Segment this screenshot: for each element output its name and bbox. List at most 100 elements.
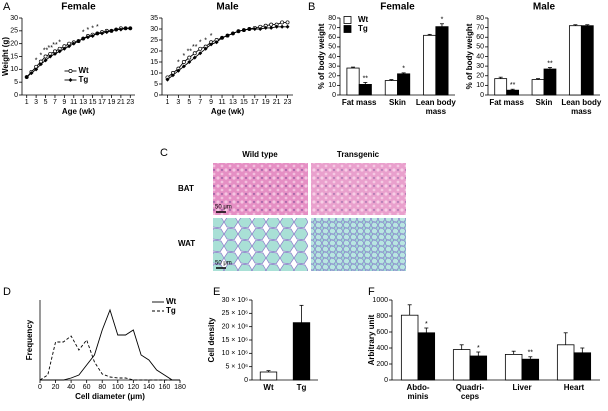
point xyxy=(67,44,72,49)
y-tick-label: 30 xyxy=(476,63,484,70)
point xyxy=(258,27,263,31)
y-tick-label: 0 xyxy=(14,92,18,99)
legend-label: Tg xyxy=(79,75,89,84)
point xyxy=(236,29,241,34)
point xyxy=(198,46,203,51)
y-axis-label: Cell density xyxy=(207,317,216,362)
x-tick-label: Quadri- xyxy=(456,383,485,392)
bar xyxy=(494,78,508,96)
y-tick-label: 0 xyxy=(384,377,388,384)
chart-title: Female xyxy=(61,2,96,13)
point xyxy=(230,31,235,36)
bat-wild-type-image xyxy=(213,163,308,215)
y-tick-label: 30 × 10⁶ xyxy=(222,297,249,304)
x-tick-label: 100 xyxy=(112,384,124,391)
y-tick-label: 80 xyxy=(476,15,484,22)
x-tick-label: 3 xyxy=(34,99,38,106)
panel-label: E xyxy=(213,286,220,298)
point xyxy=(43,54,48,59)
point xyxy=(198,51,203,56)
legend-label: Wt xyxy=(166,297,177,306)
significance: * xyxy=(96,24,99,31)
column-header: Transgenic xyxy=(337,150,380,159)
chart-title: Male xyxy=(533,2,556,13)
x-tick-label: 19 xyxy=(262,99,270,106)
series-line xyxy=(39,335,180,381)
y-tick-label: 400 xyxy=(376,345,388,352)
x-tick-label: 0 xyxy=(38,384,42,391)
significance: ** xyxy=(510,82,516,89)
point xyxy=(100,31,105,36)
significance: * xyxy=(441,17,444,24)
y-tick-label: 35 xyxy=(150,15,158,22)
y-tick-label: 20 xyxy=(328,73,336,80)
point xyxy=(192,55,197,60)
y-tick-label: 20 × 10⁶ xyxy=(222,324,249,331)
x-tick-label: Lean body xyxy=(561,98,602,107)
panel-label: A xyxy=(3,1,11,13)
x-tick-label: 19 xyxy=(108,99,116,106)
x-tick-label: 9 xyxy=(62,99,66,106)
x-tick-label: Tg xyxy=(297,383,307,392)
bar xyxy=(543,68,557,96)
scale-label: 50 μm xyxy=(215,205,232,211)
x-tick-label: 7 xyxy=(53,99,57,106)
point xyxy=(285,24,290,29)
point xyxy=(38,62,43,67)
bar xyxy=(556,344,575,381)
y-tick-label: 5 × 10⁶ xyxy=(225,364,248,371)
chart-title: Female xyxy=(380,2,415,13)
point xyxy=(104,30,109,35)
legend-swatch xyxy=(343,25,352,33)
point xyxy=(203,46,208,51)
x-tick-label: 17 xyxy=(98,99,106,106)
significance: * xyxy=(199,40,202,47)
legend-swatch xyxy=(343,16,352,24)
bar xyxy=(423,34,437,96)
legend-marker xyxy=(68,69,73,73)
y-tick-label: 25 × 10⁶ xyxy=(222,310,249,317)
y-tick-label: 0 xyxy=(244,377,248,384)
legend-label: Wt xyxy=(79,66,90,75)
x-tick-label: 3 xyxy=(176,99,180,106)
bar xyxy=(521,358,540,381)
y-axis-label: % of body weight xyxy=(465,23,474,89)
panel-label: C xyxy=(160,147,168,159)
significance: * xyxy=(39,52,42,59)
panel-label: D xyxy=(3,286,11,298)
row-header: WAT xyxy=(178,239,195,248)
significance: * xyxy=(87,27,90,34)
x-tick-label: ceps xyxy=(461,392,480,401)
significance: * xyxy=(177,59,180,66)
y-axis-label: % of body weight xyxy=(317,23,326,89)
point xyxy=(247,27,252,31)
x-tick-label: minis xyxy=(408,392,429,401)
x-tick-label: 15 xyxy=(89,99,97,106)
y-tick-label: 40 xyxy=(328,53,336,60)
y-tick-label: 5 xyxy=(14,79,18,86)
wat-transgenic-image xyxy=(311,218,406,271)
point xyxy=(48,54,53,59)
x-tick-label: 120 xyxy=(127,384,139,391)
bar xyxy=(580,25,594,96)
y-tick-label: 10 xyxy=(10,66,18,73)
significance: ** xyxy=(363,75,369,82)
bar xyxy=(452,349,471,381)
bar xyxy=(346,67,360,96)
significance: * xyxy=(58,40,61,47)
y-tick-label: 0 xyxy=(480,92,484,99)
point xyxy=(241,28,246,33)
x-tick-label: Fat mass xyxy=(342,98,377,107)
y-tick-label: 20 xyxy=(10,41,18,48)
x-tick-label: Fat mass xyxy=(489,98,524,107)
x-tick-label: mass xyxy=(571,107,592,116)
point xyxy=(71,41,76,46)
panel-label: F xyxy=(368,286,375,298)
bar xyxy=(506,89,520,96)
y-tick-label: 10 × 10⁶ xyxy=(222,350,249,357)
y-tick-label: 80 xyxy=(328,15,336,22)
point xyxy=(176,68,181,73)
x-axis-label: Cell diameter (μm) xyxy=(75,392,145,401)
point xyxy=(285,20,290,25)
x-tick-label: 9 xyxy=(209,99,213,106)
